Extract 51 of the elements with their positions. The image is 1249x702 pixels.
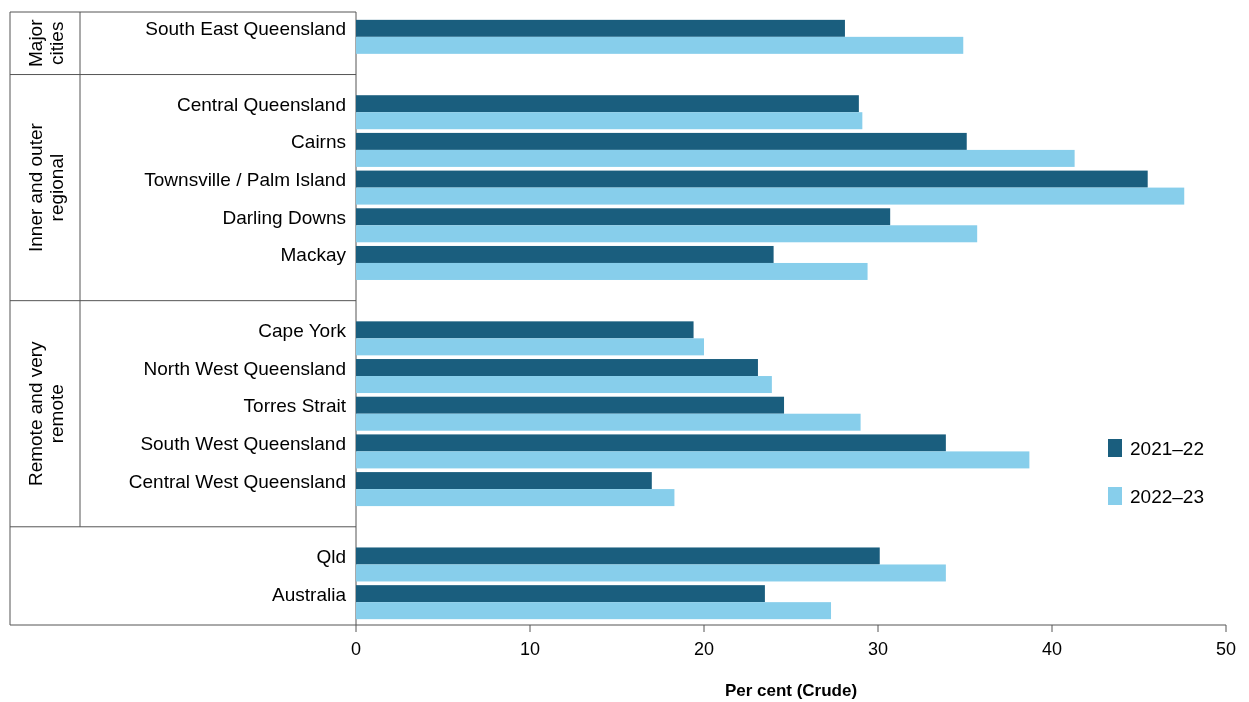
x-tick-label: 10: [519, 639, 541, 659]
text: Major cities: [24, 18, 67, 68]
bar: [356, 413, 861, 431]
bar: [356, 472, 652, 490]
x-tick-label: 30: [867, 639, 889, 659]
bar: [356, 434, 946, 452]
text: Remote and very remote: [24, 340, 67, 487]
bar: [356, 359, 758, 377]
y-tick-label: Townsville / Palm Island: [144, 169, 346, 191]
y-tick-label: North West Queensland: [143, 357, 346, 379]
bar: [356, 36, 964, 54]
bar: [356, 187, 1185, 205]
y-tick-label: South West Queensland: [140, 432, 346, 454]
y-tick-label: Mackay: [280, 244, 347, 266]
bar: [356, 95, 859, 113]
x-tick-label: 50: [1215, 639, 1237, 659]
bar: [356, 132, 967, 150]
bar: [356, 245, 774, 263]
bar: [356, 19, 845, 37]
legend-label: 2022–23: [1130, 486, 1204, 507]
bar: [356, 225, 978, 243]
legend-label: 2021–22: [1130, 438, 1204, 459]
bar: [356, 149, 1075, 167]
y-tick-label: Torres Strait: [243, 395, 347, 417]
text: Inner and outer regional: [24, 122, 67, 253]
y-tick-label: Cape York: [258, 319, 347, 341]
y-tick-label: Cairns: [291, 131, 346, 153]
bar: [356, 321, 694, 339]
x-tick-label: 40: [1041, 639, 1063, 659]
x-tick-label: 20: [693, 639, 715, 659]
y-tick-label: Qld: [316, 545, 346, 567]
bar: [356, 208, 891, 226]
x-tick-label: 0: [350, 639, 362, 659]
bar: [356, 451, 1030, 469]
bar: [356, 564, 946, 582]
y-tick-label: Central West Queensland: [128, 470, 346, 492]
x-axis-title: Per cent (Crude): [724, 681, 858, 700]
bar: [356, 376, 772, 394]
bar: [356, 602, 832, 620]
bar: [356, 262, 868, 280]
y-tick-label: South East Queensland: [145, 18, 346, 40]
bar: [356, 547, 880, 565]
bar: [356, 112, 863, 130]
y-tick-label: Australia: [272, 583, 347, 605]
bar: [356, 338, 704, 356]
bar: [356, 396, 785, 414]
bar: [356, 489, 675, 507]
y-tick-label: Central Queensland: [177, 93, 346, 115]
y-tick-label: Darling Downs: [222, 206, 346, 228]
bar: [356, 585, 765, 603]
bar: [356, 170, 1148, 188]
